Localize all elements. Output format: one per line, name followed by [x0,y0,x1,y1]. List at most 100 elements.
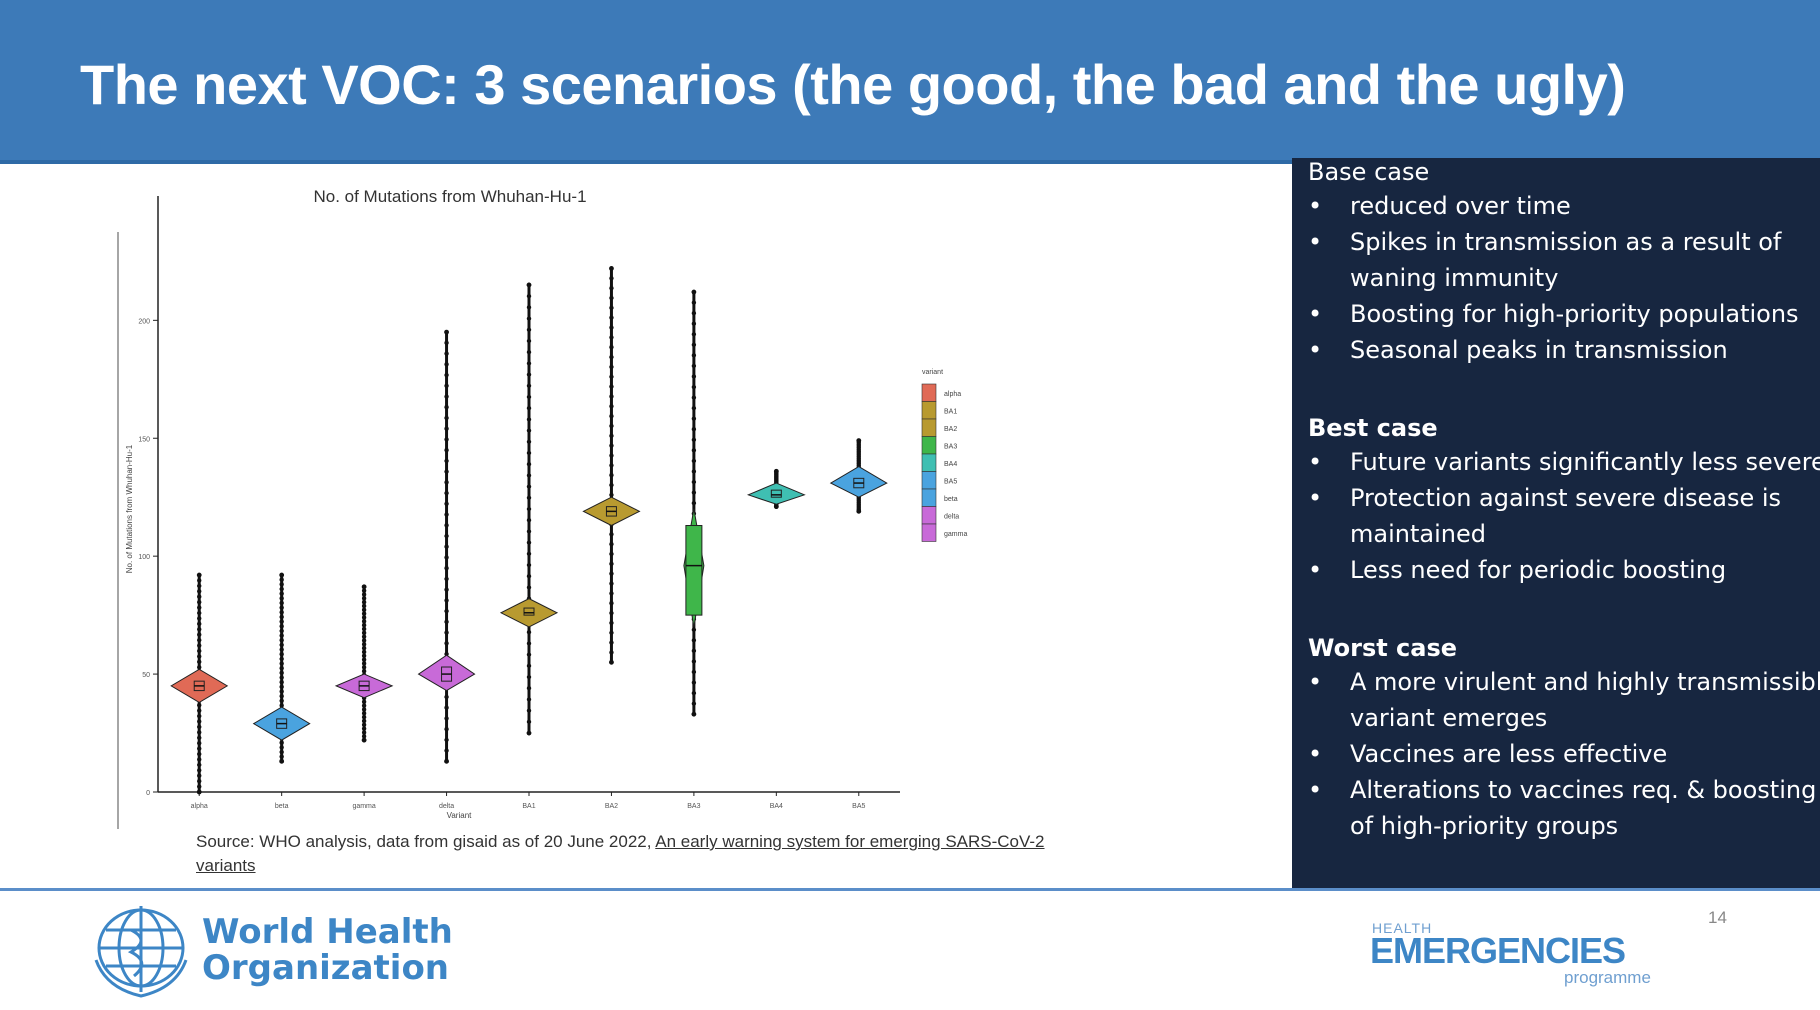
max-point [444,329,449,335]
outlier-point [361,649,367,655]
outlier-point [279,675,284,680]
outlier-point [609,335,614,340]
outlier-point [691,490,697,495]
outlier-point [361,661,367,666]
outlier-point [279,642,284,648]
legend-label-gamma: gamma [944,531,967,538]
min-point [279,758,285,764]
outlier-point [197,746,202,751]
min-point [444,758,449,764]
legend-label-alpha: alpha [944,391,961,398]
outlier-point [361,634,367,639]
bullet-line: variant emerges [1350,704,1548,732]
outlier-point [526,719,532,725]
outlier-point [526,338,532,344]
outlier-point [526,630,532,635]
outlier-point [609,482,614,488]
x-tick-label: beta [275,803,289,810]
x-tick-label: BA2 [605,803,618,810]
outlier-point [361,718,367,724]
outlier-point [526,551,532,557]
outlier-point [444,501,449,507]
outlier-point [361,638,367,643]
outlier-point [444,716,449,721]
outlier-point [444,555,449,560]
x-tick-label: BA4 [770,803,783,810]
outlier-point [444,748,449,753]
outlier-point [361,615,367,620]
outlier-point [197,751,202,757]
outlier-point [279,628,284,634]
scenario-bullets-0: reduced over time Spikes in transmission … [1308,188,1799,368]
bullet-line: Spikes in transmission as a result of [1350,228,1782,256]
outlier-point [279,679,284,685]
outlier-point [444,737,449,743]
max-point [526,282,532,288]
who-emblem-icon [94,906,188,998]
outlier-point [197,616,202,621]
outlier-point [609,581,614,586]
outlier-point [361,592,367,597]
outlier-point [361,596,367,601]
outlier-point [361,730,367,735]
max-point [609,266,614,271]
outlier-point [197,665,202,670]
outlier-point [609,443,614,448]
scenario-bullet: Vaccines are less effective [1308,736,1820,772]
outlier-point [444,523,449,528]
outlier-point [279,614,284,620]
outlier-point [361,703,367,708]
outlier-point [609,453,614,458]
outlier-point [691,395,697,400]
scenario-bullet: Less need for periodic boosting [1308,552,1820,588]
scenario-bullet: Protection against severe disease is main… [1308,480,1820,552]
box-BA4 [770,489,782,498]
legend-swatch-BA4 [921,453,937,472]
outlier-point [691,638,697,643]
outlier-point [197,594,202,599]
x-tick-label: BA5 [852,803,865,810]
outlier-point [197,578,202,583]
outlier-point [609,364,614,370]
outlier-point [361,619,367,624]
source-link[interactable]: An early warning system for emerging SAR… [196,832,1045,875]
outlier-point [526,349,532,355]
outlier-point [609,345,614,350]
outlier-point [691,342,697,348]
outlier-point [279,684,284,690]
outlier-point [609,295,614,301]
outlier-point [197,659,202,665]
outlier-point [279,745,284,750]
chart-title: No. of Mutations from Whuhan-Hu-1 [313,187,586,206]
outlier-point [444,415,449,421]
outlier-point [444,726,449,732]
y-tick-label: 200 [138,318,150,325]
legend-swatch-alpha [921,383,937,402]
min-point [691,711,697,717]
outlier-point [444,405,449,410]
outlier-point [279,754,284,759]
outlier-point [691,384,697,390]
scenario-bullet: Boosting for high-priority populations [1308,296,1799,332]
outlier-point [197,719,202,724]
outlier-point [444,383,449,388]
outlier-point [279,661,284,666]
outlier-point [279,624,284,629]
legend-label-beta: beta [944,496,958,503]
bullet-line: Future variants significantly less sever… [1350,448,1820,476]
outlier-point [609,650,614,655]
outlier-point [361,734,367,739]
outlier-point [279,670,284,676]
outlier-point [609,315,614,320]
outlier-point [609,463,614,468]
outlier-point [361,642,367,647]
outlier-point [691,416,697,421]
legend-swatch-BA5 [921,471,937,490]
outlier-point [279,740,284,745]
outlier-point [609,591,614,596]
outlier-point [526,383,532,388]
x-axis-label: Variant [447,811,473,820]
outlier-point [279,703,284,708]
outlier-point [691,332,697,337]
outlier-point [361,588,367,593]
